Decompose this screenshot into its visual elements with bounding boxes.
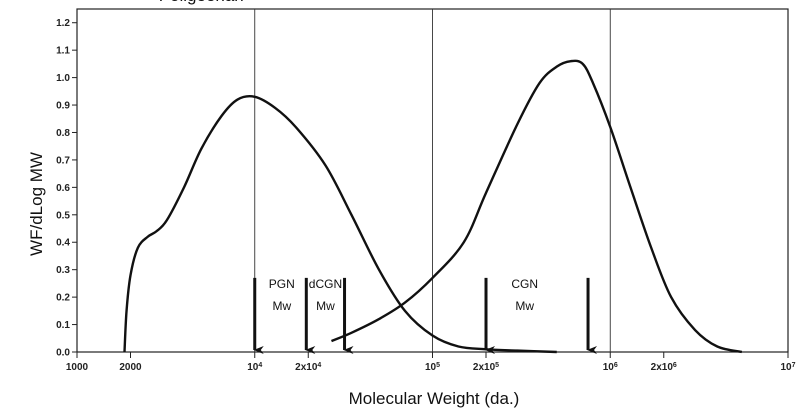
arrow-annotation: dCGN bbox=[309, 277, 342, 291]
y-axis-label: WF/dLog MW bbox=[27, 152, 46, 256]
series-line-poligeenan bbox=[123, 95, 557, 354]
curve-labels: PoligeenanCarrageenan bbox=[159, 0, 244, 5]
arrow-annotation: Mw bbox=[515, 299, 534, 313]
y-tick-label: 0.5 bbox=[56, 210, 70, 221]
arrow-annotation: CGN bbox=[511, 277, 538, 291]
x-axis-label: Molecular Weight (da.) bbox=[349, 389, 520, 408]
y-tick-label: 0.1 bbox=[56, 320, 70, 331]
x-axis-ticks: 1000 2000 104 2x104 105 2x105 106 2x106 107 bbox=[66, 352, 796, 373]
x-tick-label: 106 bbox=[603, 362, 618, 374]
y-tick-label: 0.4 bbox=[56, 238, 70, 249]
x-tick-label: 2000 bbox=[119, 362, 142, 373]
x-tick-label: 2x106 bbox=[651, 362, 677, 374]
gridlines bbox=[254, 9, 611, 352]
y-tick-label: 1.2 bbox=[56, 18, 70, 29]
series-line-carrageenan bbox=[330, 59, 743, 354]
y-axis-ticks: 0.0 0.1 0.2 0.3 0.4 0.5 0.6 0.7 0.8 0.9 1.0 1.1 1.2 bbox=[56, 18, 77, 359]
x-tick-label: 2x105 bbox=[473, 362, 499, 374]
curve-label-poligeenan: Poligeenan bbox=[159, 0, 244, 5]
x-tick-label: 1000 bbox=[66, 362, 89, 373]
mw-arrows: PGN Mw dCGN Mw CGN Mw bbox=[253, 277, 598, 354]
y-tick-label: 0.7 bbox=[56, 155, 70, 166]
x-tick-label: 107 bbox=[780, 362, 795, 374]
y-tick-label: 0.6 bbox=[56, 183, 70, 194]
arrow-annotation: Mw bbox=[316, 299, 335, 313]
y-tick-label: 0.0 bbox=[56, 348, 70, 359]
y-tick-label: 0.2 bbox=[56, 293, 70, 304]
arrow-annotation: Mw bbox=[272, 299, 291, 313]
series-lines bbox=[123, 59, 743, 354]
y-tick-label: 0.9 bbox=[56, 101, 70, 112]
x-tick-label: 2x104 bbox=[295, 362, 321, 374]
y-tick-label: 0.8 bbox=[56, 128, 70, 139]
y-tick-label: 1.1 bbox=[56, 46, 70, 57]
x-tick-label: 104 bbox=[247, 362, 262, 374]
arrow-annotation: PGN bbox=[269, 277, 295, 291]
y-tick-label: 1.0 bbox=[56, 73, 70, 84]
x-tick-label: 105 bbox=[425, 362, 440, 374]
y-tick-label: 0.3 bbox=[56, 265, 70, 276]
